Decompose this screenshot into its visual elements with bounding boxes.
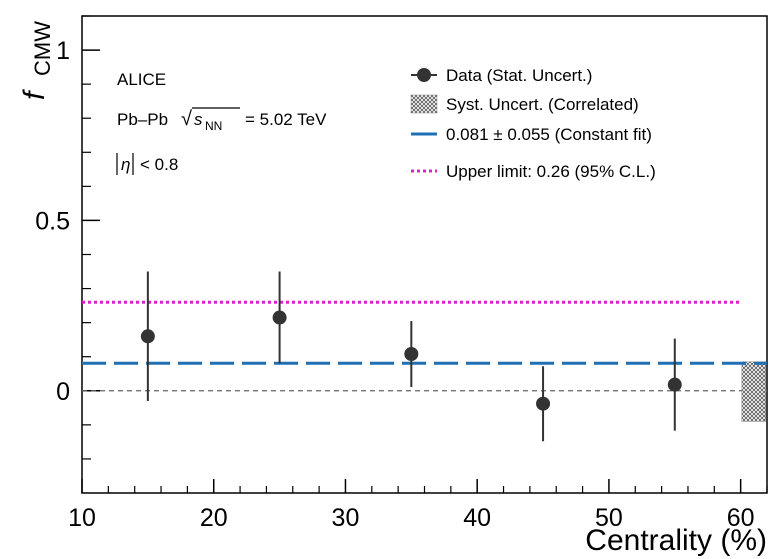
y-tick-label: 1 — [56, 37, 70, 65]
data-point — [272, 310, 287, 325]
svg-text:Pb–Pb: Pb–Pb — [117, 110, 168, 129]
svg-text:= 5.02 TeV: = 5.02 TeV — [245, 110, 327, 129]
eta-cut-label: η < 0.8 — [116, 153, 178, 175]
x-tick-label: 10 — [68, 504, 96, 532]
x-tick-label: 30 — [332, 504, 360, 532]
legend-data-entry: Data (Stat. Uncert.) — [411, 66, 592, 85]
svg-text:η: η — [121, 155, 130, 174]
x-tick-label: 50 — [595, 504, 623, 532]
data-point — [667, 377, 682, 392]
x-axis-title: Centrality (%) — [585, 524, 767, 557]
x-tick-label: 60 — [727, 504, 755, 532]
experiment-label: ALICE — [117, 70, 166, 89]
data-point — [536, 396, 551, 411]
y-tick-label: 0.5 — [35, 207, 70, 235]
svg-text:NN: NN — [205, 119, 222, 133]
y-axis-title: f — [18, 89, 51, 100]
svg-text:< 0.8: < 0.8 — [140, 155, 178, 174]
legend-limit-entry: Upper limit: 0.26 (95% C.L.) — [411, 162, 656, 181]
x-tick-label: 40 — [463, 504, 491, 532]
data-point — [140, 329, 155, 344]
legend: Data (Stat. Uncert.) Syst. Uncert. (Corr… — [410, 66, 656, 181]
y-axis-title-sub: CMW — [30, 21, 55, 76]
data-points — [140, 271, 682, 442]
x-tick-label: 20 — [200, 504, 228, 532]
y-tick-label: 0 — [56, 378, 70, 406]
svg-text:0.081 ± 0.055 (Constant fit): 0.081 ± 0.055 (Constant fit) — [446, 125, 652, 144]
legend-syst-entry: Syst. Uncert. (Correlated) — [410, 94, 639, 114]
svg-text:Syst. Uncert. (Correlated): Syst. Uncert. (Correlated) — [446, 95, 639, 114]
axis-ticks: 10 20 30 40 50 60 0 0.5 1 — [35, 15, 768, 532]
collision-system-label: Pb–Pb √ s NN = 5.02 TeV — [117, 107, 327, 133]
svg-text:s: s — [194, 110, 203, 129]
syst-uncert-box — [741, 361, 767, 422]
data-point — [404, 346, 419, 361]
svg-text:√: √ — [181, 108, 192, 130]
legend-fit-entry: 0.081 ± 0.055 (Constant fit) — [411, 125, 652, 144]
systematic-band — [741, 361, 767, 422]
plot-frame — [81, 15, 768, 494]
svg-text:Data (Stat. Uncert.): Data (Stat. Uncert.) — [446, 66, 592, 85]
svg-text:Upper limit: 0.26 (95% C.L.): Upper limit: 0.26 (95% C.L.) — [446, 162, 656, 181]
